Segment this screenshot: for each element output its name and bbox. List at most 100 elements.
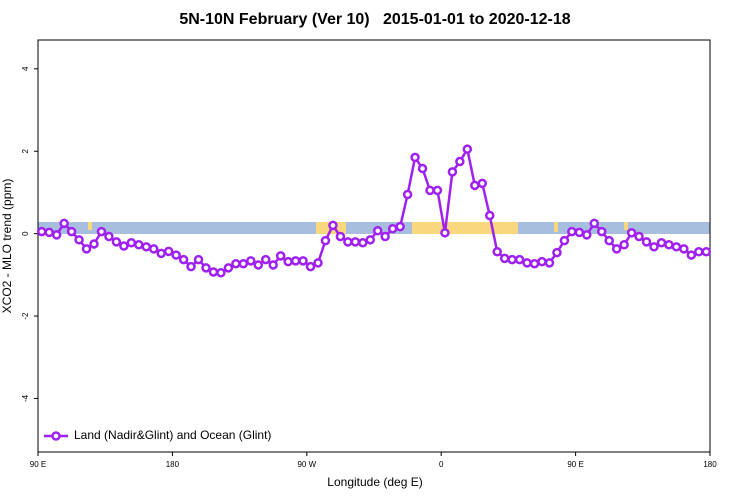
y-tick-label: 0	[21, 231, 30, 236]
data-point	[626, 228, 637, 238]
data-point	[156, 248, 166, 259]
data-point	[238, 258, 249, 269]
data-point	[253, 260, 264, 270]
data-point	[298, 256, 308, 266]
data-point	[701, 247, 712, 257]
data-point	[664, 240, 674, 250]
x-tick-label: 180	[703, 460, 717, 469]
data-point	[365, 235, 376, 245]
data-point	[492, 247, 502, 257]
x-axis-label: Longitude (deg E)	[327, 475, 422, 489]
data-point	[231, 258, 241, 269]
data-point	[380, 231, 390, 242]
data-point	[59, 218, 69, 229]
data-point	[634, 231, 644, 242]
data-point	[141, 242, 152, 252]
data-point	[686, 250, 697, 260]
legend-label: Land (Nadir&Glint) and Ocean (Glint)	[74, 428, 271, 442]
data-point	[51, 230, 62, 240]
data-point	[246, 256, 256, 266]
x-tick-label: 90 W	[297, 460, 316, 469]
y-tick-label: 2	[21, 148, 30, 153]
data-point	[119, 241, 129, 251]
y-tick-label: -2	[21, 312, 30, 320]
data-point	[36, 226, 47, 237]
data-point	[522, 258, 532, 268]
data-point	[432, 185, 443, 196]
data-point	[66, 226, 77, 237]
data-point	[499, 253, 510, 264]
data-point	[163, 246, 174, 257]
data-point	[81, 244, 92, 254]
data-point	[193, 254, 204, 265]
data-point	[328, 220, 338, 231]
data-point	[679, 244, 689, 254]
data-point	[514, 254, 525, 265]
data-point	[171, 250, 181, 260]
y-tick-label: 4	[21, 66, 30, 71]
data-point	[186, 261, 196, 272]
data-point	[582, 230, 592, 240]
data-point	[201, 263, 211, 273]
data-point	[134, 240, 144, 250]
chart-title: 5N-10N February (Ver 10) 2015-01-01 to 2…	[179, 11, 570, 28]
data-point	[455, 156, 465, 167]
data-point	[126, 237, 137, 248]
data-point	[74, 235, 84, 245]
data-point	[589, 218, 600, 229]
data-point	[417, 163, 428, 174]
data-point	[447, 167, 458, 177]
y-tick-label: -4	[21, 394, 30, 402]
data-point	[283, 256, 293, 267]
data-point	[275, 251, 286, 261]
data-point	[544, 258, 555, 268]
data-point	[305, 261, 316, 272]
data-point	[290, 256, 301, 266]
data-point	[477, 178, 488, 189]
data-point	[567, 226, 577, 237]
data-point	[402, 189, 413, 200]
data-point	[410, 152, 420, 163]
plot-frame	[37, 39, 711, 453]
data-point	[350, 237, 361, 247]
data-point	[372, 226, 383, 236]
data-point	[260, 254, 271, 265]
data-point	[358, 237, 368, 248]
data-point	[641, 237, 652, 247]
data-point	[611, 244, 622, 254]
legend-marker	[51, 431, 61, 441]
data-point	[216, 268, 226, 278]
x-tick-label: 180	[166, 460, 180, 469]
data-point	[268, 260, 278, 270]
data-point	[552, 247, 562, 258]
data-point	[44, 227, 54, 238]
data-point	[111, 237, 122, 247]
data-point	[656, 237, 667, 248]
data-point	[537, 256, 547, 267]
data-point	[313, 258, 323, 268]
data-point	[649, 242, 659, 252]
data-point	[223, 263, 234, 273]
data-point	[178, 254, 189, 265]
data-point	[335, 231, 346, 242]
data-point	[529, 258, 540, 269]
data-point	[559, 235, 570, 246]
data-point	[104, 231, 114, 242]
x-tick-label: 90 E	[567, 460, 583, 469]
data-point	[462, 144, 473, 154]
data-point	[507, 254, 517, 265]
data-point	[694, 247, 704, 257]
data-point	[470, 180, 480, 191]
data-point	[395, 221, 405, 232]
data-point	[440, 228, 450, 238]
data-point	[574, 227, 585, 238]
data-point	[89, 239, 99, 249]
data-point	[343, 237, 353, 247]
data-point	[596, 226, 607, 237]
data-point	[96, 226, 107, 237]
series-line	[41, 145, 707, 275]
x-tick-label: 90 E	[30, 460, 46, 469]
y-axis-label: XCO2 - MLO trend (ppm)	[0, 179, 14, 314]
data-point	[387, 223, 398, 234]
